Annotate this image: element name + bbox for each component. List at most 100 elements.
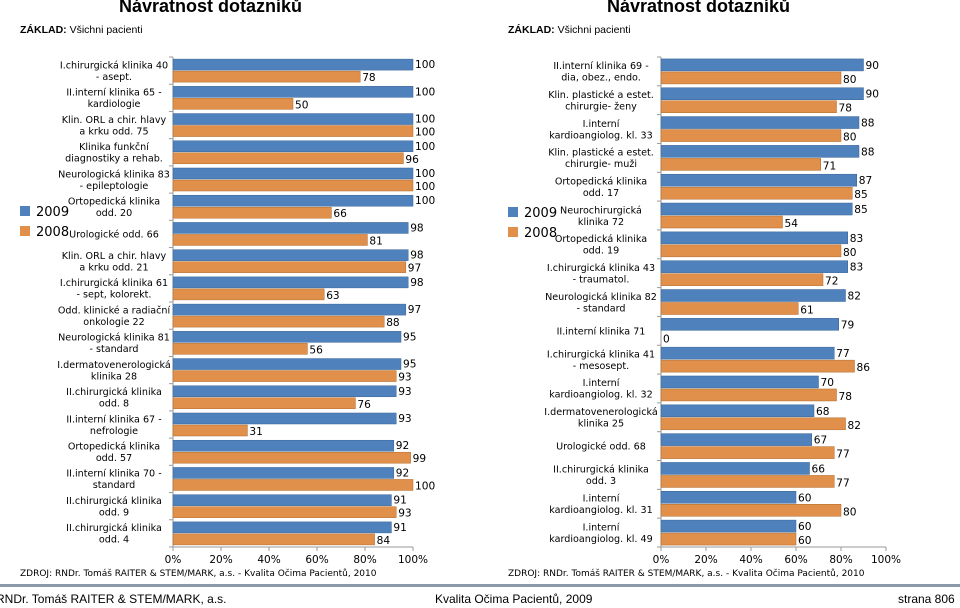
data-label-2008: 78 — [839, 391, 853, 403]
bar-2009 — [172, 86, 414, 98]
data-label-2008: 96 — [405, 154, 419, 166]
bar-2009 — [660, 173, 857, 187]
bar-2008 — [172, 424, 248, 437]
legend-label-2009: 2009 — [524, 206, 557, 221]
basis-value: Všichni pacienti — [557, 24, 631, 36]
category-label: II.interní klinika 67 - — [66, 413, 161, 425]
data-label-2009: 95 — [403, 331, 416, 343]
data-label-2008: 63 — [326, 290, 339, 302]
bar-2008 — [172, 533, 375, 546]
data-label-2009: 93 — [398, 413, 411, 425]
category-label: I.dermatovenerologická — [57, 359, 171, 371]
data-label-2008: 31 — [249, 426, 262, 438]
category-label: I.chirurgická klinika 41 — [547, 348, 655, 360]
legend-swatch-2008 — [20, 226, 30, 236]
data-label-2009: 66 — [812, 463, 826, 475]
data-label-2008: 54 — [785, 218, 799, 230]
bar-2009 — [660, 375, 819, 389]
bar-2009 — [172, 249, 409, 261]
category-label: I.interní — [583, 118, 620, 130]
data-label-2009: 67 — [814, 435, 827, 447]
category-label: - asept. — [96, 72, 132, 83]
bar-2009 — [172, 358, 402, 370]
data-label-2009: 100 — [415, 114, 435, 126]
data-label-2009: 70 — [821, 377, 835, 389]
category-label: Ortopedická klinika — [555, 233, 647, 245]
bar-2009 — [172, 303, 407, 316]
page-title-left: Návratnost dotazníků — [119, 0, 303, 16]
x-tick-label: 40% — [739, 554, 762, 566]
category-label: kardioangiolog. kl. 32 — [549, 390, 653, 401]
category-label: kardioangiolog. kl. 49 — [549, 534, 653, 545]
bar-2009 — [660, 491, 797, 504]
bar-2009 — [660, 260, 848, 273]
data-label-2009: 100 — [415, 86, 435, 98]
chart-left: 0% 20% 40% 60% 80% 100% 100 78 I.chirurgická kli… — [20, 56, 435, 566]
bar-2009 — [172, 113, 414, 125]
category-label: kardioangiolog. kl. 33 — [549, 130, 653, 141]
data-label-2008: 72 — [825, 276, 838, 288]
footer: RNDr. Tomáš RAITER & STEM/MARK, a.s. Kva… — [0, 588, 960, 608]
data-label-2009: 91 — [393, 495, 406, 507]
bar-2008 — [660, 475, 835, 488]
category-label: Ortopedická klinika — [68, 195, 160, 207]
basis-left: ZÁKLAD: Všichni pacienti — [20, 24, 143, 36]
data-label-2009: 100 — [415, 141, 435, 153]
bar-2008 — [660, 417, 846, 431]
data-label-2009: 90 — [866, 89, 880, 101]
data-label-2009: 85 — [854, 204, 867, 216]
data-label-2008: 71 — [823, 160, 836, 172]
bar-2009 — [660, 404, 815, 418]
data-label-2008: 80 — [843, 132, 857, 144]
basis-value: Všichni pacienti — [69, 24, 143, 36]
x-tick-label: 0% — [653, 554, 670, 566]
data-label-2008: 84 — [377, 535, 391, 547]
data-label-2008: 86 — [857, 362, 871, 374]
bar-2008 — [172, 479, 414, 491]
bar-2009 — [172, 58, 414, 71]
bar-2009 — [660, 346, 835, 360]
bar-2008 — [660, 186, 853, 200]
category-label: II.chirurgická klinika — [553, 464, 649, 476]
bar-2009 — [172, 467, 395, 479]
data-label-2009: 93 — [398, 386, 411, 398]
data-label-2008: 100 — [415, 480, 435, 492]
x-tick-label: 80% — [829, 554, 852, 566]
data-label-2008: 77 — [836, 477, 849, 489]
data-label-2008: 81 — [369, 235, 382, 247]
category-label: a krku odd. 21 — [79, 262, 148, 273]
bar-2009 — [660, 87, 864, 100]
bar-2008 — [172, 261, 407, 273]
chart-right: 0% 20% 40% 60% 80% 100% 90 80 II.interní klinika… — [508, 56, 901, 566]
data-label-2009: 98 — [410, 250, 424, 262]
data-label-2009: 88 — [861, 118, 875, 130]
bar-2009 — [660, 433, 812, 446]
source-note-right: ZDROJ: RNDr. Tomáš RAITER & STEM/MARK, a… — [508, 569, 865, 579]
category-label: diagnostiky a rehab. — [65, 154, 163, 165]
category-label: Ortopedická klinika — [68, 440, 160, 452]
data-label-2009: 87 — [859, 175, 872, 187]
basis-label: ZÁKLAD: — [508, 24, 555, 36]
category-label: I.interní — [583, 493, 620, 505]
data-label-2008: 50 — [295, 99, 309, 111]
data-label-2008: 80 — [843, 247, 857, 259]
category-label: odd. 20 — [96, 208, 132, 219]
footer-author: RNDr. Tomáš RAITER & STEM/MARK, a.s. — [0, 592, 227, 606]
bar-2008 — [172, 506, 397, 518]
category-label: kardioangiolog. kl. 31 — [549, 505, 653, 516]
category-label: standard — [93, 480, 136, 491]
category-label: Ortopedická klinika — [555, 175, 647, 187]
category-label: klinika 28 — [91, 371, 137, 382]
bar-2008 — [172, 234, 368, 246]
category-label: onkologie 22 — [83, 317, 144, 328]
x-tick-label: 100% — [871, 554, 901, 566]
bar-2009 — [660, 145, 860, 158]
data-label-2008: 80 — [843, 74, 857, 86]
legend-swatch-2009 — [20, 206, 30, 216]
bar-2008 — [660, 129, 842, 142]
data-label-2008: 82 — [848, 420, 861, 432]
data-label-2008: 93 — [398, 372, 411, 384]
bar-2008 — [660, 446, 835, 459]
bar-2008 — [172, 370, 397, 382]
data-label-2009: 98 — [410, 222, 424, 234]
